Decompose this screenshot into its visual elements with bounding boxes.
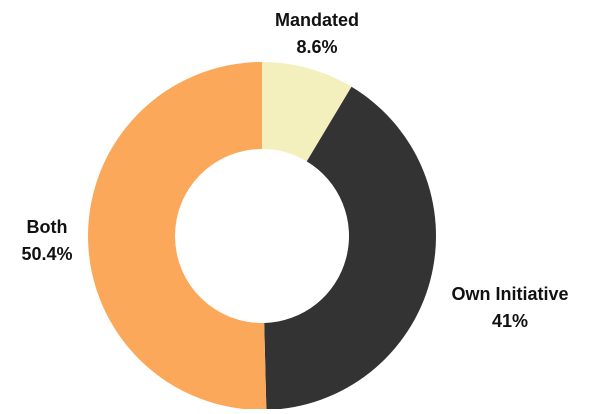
- slice-mandated: [262, 62, 352, 162]
- slice-label-own-initiative: Own Initiative: [451, 284, 568, 304]
- slice-value-label-mandated: 8.6%: [296, 37, 337, 57]
- slice-own-initiative: [264, 86, 436, 410]
- slice-value-label-own-initiative: 41%: [492, 311, 528, 331]
- donut-slices: [87, 62, 436, 410]
- slice-label-both: Both: [27, 217, 68, 237]
- donut-labels: Mandated 8.6% Own Initiative 41% Both 50.4%: [21, 10, 568, 331]
- slice-label-mandated: Mandated: [275, 10, 359, 30]
- slice-both: [87, 62, 267, 410]
- slice-value-label-both: 50.4%: [21, 244, 72, 264]
